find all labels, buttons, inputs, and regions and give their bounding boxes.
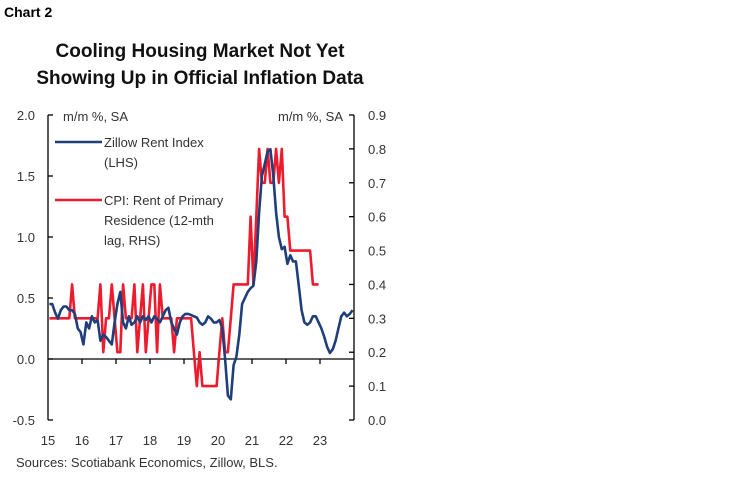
cpi-rent-line [49,147,319,388]
x-tick-label: 21 [245,433,259,448]
left-axis-unit-label: m/m %, SA [63,109,128,124]
x-tick-label: 18 [143,433,157,448]
legend-label: lag, RHS) [104,233,160,248]
right-tick-label: 0.6 [368,210,386,225]
x-tick-label: 17 [109,433,123,448]
x-tick-label: 19 [177,433,191,448]
x-tick-label: 22 [279,433,293,448]
chart-title-line-1: Cooling Housing Market Not Yet [55,41,345,62]
source-note: Sources: Scotiabank Economics, Zillow, B… [16,455,278,470]
right-tick-label: 0.1 [368,379,386,394]
legend: Zillow Rent Index (LHS) CPI: Rent of Prima… [55,135,224,248]
chart-title: Cooling Housing Market Not Yet Showing U… [0,38,400,92]
legend-label: Residence (12-mth [104,213,214,228]
zillow-rent-index-line [49,147,354,401]
legend-label: CPI: Rent of Primary [104,193,224,208]
chart-label: Chart 2 [4,4,53,20]
right-tick-label: 0.5 [368,244,386,259]
right-tick-label: 0.0 [368,413,386,428]
legend-label: Zillow Rent Index [104,135,204,150]
x-tick-label: 20 [211,433,225,448]
series-lines [49,147,354,401]
left-tick-label: 2.0 [17,108,35,123]
axes: 2.0 1.5 1.0 0.5 0.0 -0.5 0.9 0.8 0.7 0.6 0.5 0.4 0.3… [13,108,386,448]
right-tick-label: 0.4 [368,277,386,292]
right-tick-label: 0.7 [368,176,386,191]
right-tick-label: 0.8 [368,142,386,157]
left-tick-label: 1.0 [17,230,35,245]
left-tick-label: 0.5 [17,291,35,306]
x-tick-label: 16 [75,433,89,448]
left-tick-label: 1.5 [17,169,35,184]
right-tick-label: 0.9 [368,108,386,123]
right-tick-label: 0.2 [368,345,386,360]
left-tick-label: -0.5 [13,413,35,428]
chart-title-line-2: Showing Up in Official Inflation Data [36,68,364,89]
x-tick-label: 15 [41,433,55,448]
right-axis-unit-label: m/m %, SA [278,109,343,124]
x-tick-label: 23 [313,433,327,448]
legend-label: (LHS) [104,155,138,170]
left-tick-label: 0.0 [17,352,35,367]
right-tick-label: 0.3 [368,311,386,326]
